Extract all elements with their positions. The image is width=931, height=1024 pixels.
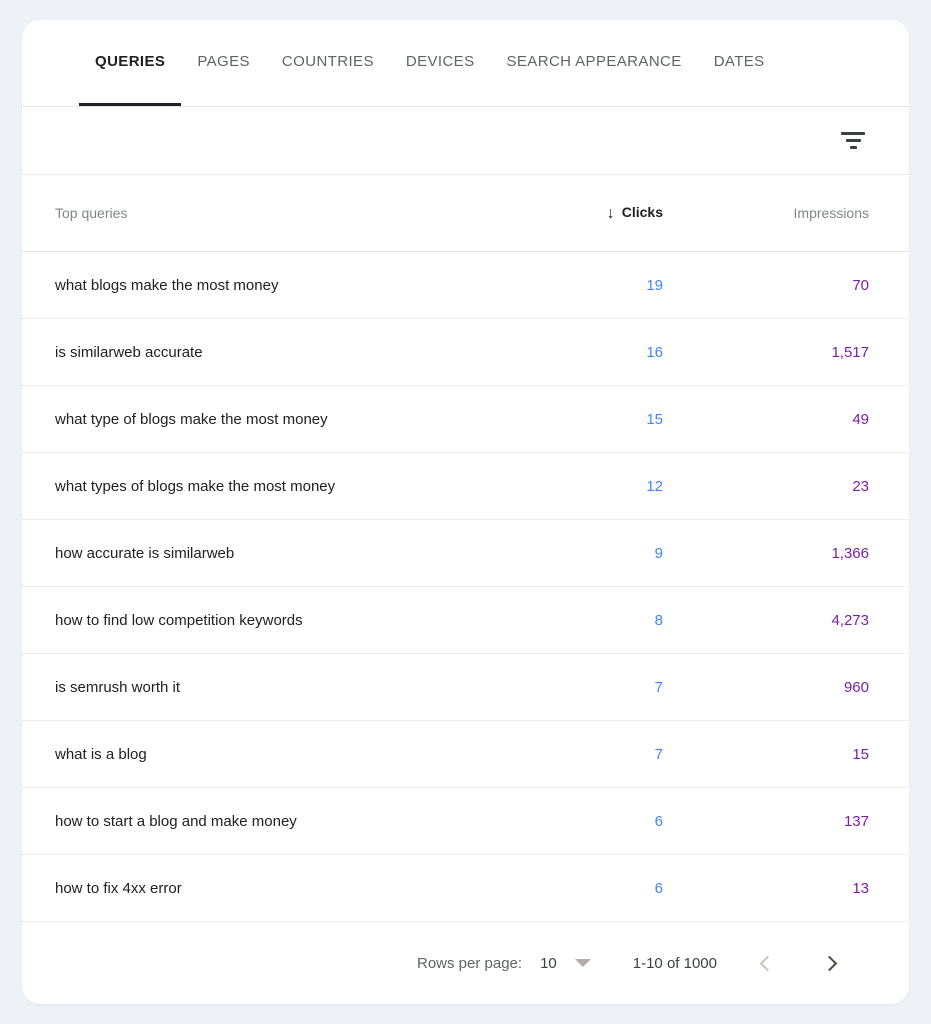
table-row[interactable]: how to find low competition keywords 8 4… xyxy=(22,587,909,654)
tab-search-appearance[interactable]: SEARCH APPEARANCE xyxy=(491,20,698,106)
query-cell[interactable]: what type of blogs make the most money xyxy=(55,410,328,428)
tab-pages-label: PAGES xyxy=(197,53,250,70)
table-row[interactable]: how to fix 4xx error 6 13 xyxy=(22,855,909,922)
query-cell[interactable]: what types of blogs make the most money xyxy=(55,477,336,495)
performance-table-card: QUERIES PAGES COUNTRIES DEVICES SEARCH A… xyxy=(22,20,909,1004)
clicks-cell: 6 xyxy=(654,879,663,897)
tab-dates-label: DATES xyxy=(713,53,765,70)
pagination-range: 1-10 of 1000 xyxy=(632,954,717,972)
table-row[interactable]: is semrush worth it 7 960 xyxy=(22,654,909,721)
filter-bar-bottom xyxy=(849,146,857,149)
impressions-cell: 13 xyxy=(852,879,869,897)
clicks-cell: 7 xyxy=(654,678,663,696)
table-row[interactable]: what types of blogs make the most money … xyxy=(22,453,909,520)
tab-devices[interactable]: DEVICES xyxy=(390,20,491,106)
chevron-left-icon xyxy=(759,955,775,971)
table-row[interactable]: what type of blogs make the most money 1… xyxy=(22,386,909,453)
query-cell[interactable]: how to fix 4xx error xyxy=(55,879,182,897)
clicks-cell: 9 xyxy=(654,544,663,562)
query-cell[interactable]: what is a blog xyxy=(55,745,147,763)
tab-queries-label: QUERIES xyxy=(95,53,166,70)
query-cell[interactable]: is semrush worth it xyxy=(55,678,181,696)
tab-search-appearance-label: SEARCH APPEARANCE xyxy=(506,53,682,70)
previous-page-button[interactable] xyxy=(745,943,785,983)
column-header-impressions[interactable]: Impressions xyxy=(793,205,869,221)
tab-pages[interactable]: PAGES xyxy=(181,20,266,106)
clicks-cell: 19 xyxy=(646,276,663,294)
impressions-cell: 23 xyxy=(852,477,869,495)
clicks-cell: 6 xyxy=(654,812,663,830)
clicks-cell: 16 xyxy=(646,343,663,361)
filter-toolbar xyxy=(22,107,909,175)
tab-countries[interactable]: COUNTRIES xyxy=(266,20,390,106)
table-row[interactable]: what blogs make the most money 19 70 xyxy=(22,252,909,319)
tab-dates[interactable]: DATES xyxy=(698,20,781,106)
filter-list-icon[interactable] xyxy=(835,126,871,155)
filter-bar-middle xyxy=(845,139,861,142)
filter-bar-top xyxy=(841,132,865,135)
table-row[interactable]: is similarweb accurate 16 1,517 xyxy=(22,319,909,386)
impressions-cell: 70 xyxy=(852,276,869,294)
clicks-cell: 12 xyxy=(646,477,663,495)
query-cell[interactable]: how accurate is similarweb xyxy=(55,544,235,562)
impressions-cell: 1,366 xyxy=(831,544,869,562)
tab-countries-label: COUNTRIES xyxy=(281,53,374,70)
clicks-cell: 15 xyxy=(646,410,663,428)
column-header-clicks-label: Clicks xyxy=(621,203,663,220)
table-row[interactable]: how accurate is similarweb 9 1,366 xyxy=(22,520,909,587)
column-header-clicks[interactable]: ↓ Clicks xyxy=(543,204,663,223)
table-row[interactable]: what is a blog 7 15 xyxy=(22,721,909,788)
tab-devices-label: DEVICES xyxy=(405,53,475,70)
impressions-cell: 137 xyxy=(843,812,869,830)
query-cell[interactable]: how to find low competition keywords xyxy=(55,611,303,629)
rows-per-page-select[interactable]: 10 xyxy=(522,955,591,972)
triangle-down-icon xyxy=(574,959,591,967)
table-row[interactable]: how to start a blog and make money 6 137 xyxy=(22,788,909,855)
column-header-top-queries: Top queries xyxy=(55,205,128,221)
tab-queries[interactable]: QUERIES xyxy=(79,20,182,106)
impressions-cell: 15 xyxy=(852,745,869,763)
rows-per-page-value: 10 xyxy=(540,954,557,972)
arrow-down-icon: ↓ xyxy=(606,204,615,222)
impressions-cell: 49 xyxy=(852,410,869,428)
impressions-cell: 4,273 xyxy=(831,611,869,629)
clicks-cell: 8 xyxy=(654,611,663,629)
table-pagination: Rows per page: 10 1-10 of 1000 xyxy=(22,922,909,1004)
chevron-right-icon xyxy=(821,955,837,971)
impressions-cell: 960 xyxy=(843,678,869,696)
clicks-cell: 7 xyxy=(654,745,663,763)
query-cell[interactable]: what blogs make the most money xyxy=(55,276,279,294)
report-tabs: QUERIES PAGES COUNTRIES DEVICES SEARCH A… xyxy=(22,20,909,107)
query-cell[interactable]: how to start a blog and make money xyxy=(55,812,297,830)
rows-per-page-label: Rows per page: xyxy=(417,954,523,972)
query-cell[interactable]: is similarweb accurate xyxy=(55,343,203,361)
next-page-button[interactable] xyxy=(811,943,851,983)
impressions-cell: 1,517 xyxy=(831,343,869,361)
table-header-row: Top queries ↓ Clicks Impressions xyxy=(22,175,909,252)
